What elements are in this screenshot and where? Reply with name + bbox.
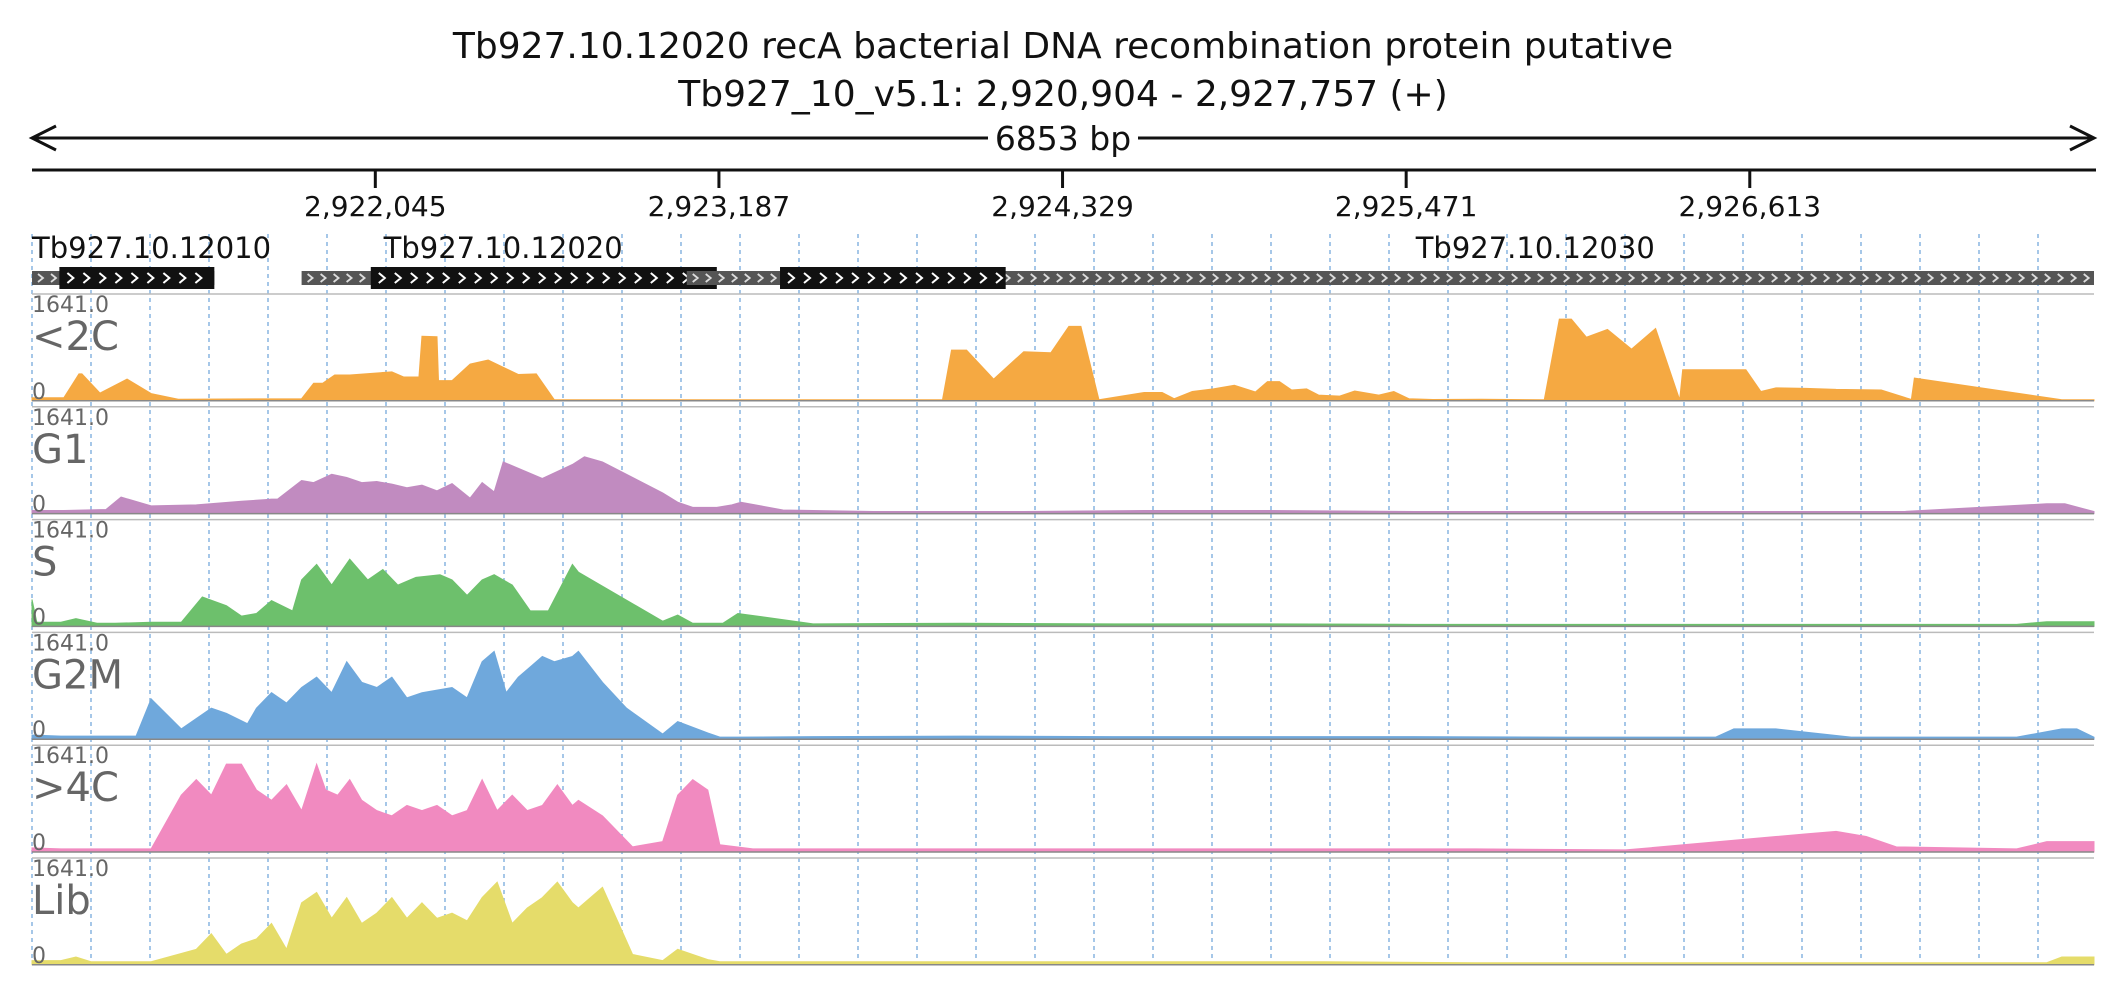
track-ymax-3: 1641.0 xyxy=(32,631,109,656)
track-ymax-2: 1641.0 xyxy=(32,519,109,544)
axis-ticks: 2,922,045 2,923,187 2,924,329 2,925,471 2,92… xyxy=(304,170,1821,223)
track-area-0 xyxy=(31,318,2095,402)
gene-label-0: Tb927.10.12010 xyxy=(31,231,271,265)
track-area-3 xyxy=(31,650,2095,740)
track-name-2: S xyxy=(32,540,57,586)
track-name-5: Lib xyxy=(32,878,91,924)
track-ymin-3: 0 xyxy=(32,718,46,743)
track-ymin-0: 0 xyxy=(32,380,46,405)
span-arrow-right xyxy=(2069,124,2098,152)
gene-cds-arrows-1 xyxy=(378,272,707,284)
track-ymax-0: 1641.0 xyxy=(32,293,109,318)
tick-label-0: 2,922,045 xyxy=(304,190,447,223)
track-ymin-2: 0 xyxy=(32,605,46,630)
track-area-1 xyxy=(31,456,2095,515)
track-name-3: G2M xyxy=(32,652,123,698)
span-label: 6853 bp xyxy=(995,119,1131,158)
track-name-1: G1 xyxy=(32,427,88,473)
track-ymax-1: 1641.0 xyxy=(32,406,109,431)
gene-body-2 xyxy=(686,271,2095,285)
track-area-5 xyxy=(31,881,2095,966)
track-ymax-5: 1641.0 xyxy=(32,857,109,882)
gene-cds-2 xyxy=(780,267,1006,289)
tick-label-1: 2,923,187 xyxy=(648,190,791,223)
track-2: 1641.0 0 S xyxy=(31,519,2095,630)
track-area-2 xyxy=(31,558,2095,627)
chart-subtitle: Tb927_10_v5.1: 2,920,904 - 2,927,757 (+) xyxy=(677,74,1448,115)
gene-track: Tb927.10.12010 Tb927.10.12020 Tb927.10.120… xyxy=(31,231,2095,289)
track-area-4 xyxy=(31,762,2095,853)
track-ymax-4: 1641.0 xyxy=(32,744,109,769)
tick-label-2: 2,924,329 xyxy=(991,190,1134,223)
track-3: 1641.0 0 G2M xyxy=(31,631,2095,743)
track-0: 1641.0 0 <2C xyxy=(31,293,2095,405)
track-5: 1641.0 0 Lib xyxy=(31,857,2095,969)
coverage-tracks: 1641.00<2C1641.00G11641.00S1641.00G2M164… xyxy=(31,293,2095,969)
span-indicator: 6853 bp xyxy=(28,119,2098,158)
track-1: 1641.0 0 G1 xyxy=(31,406,2095,518)
chart-title: Tb927.10.12020 recA bacterial DNA recomb… xyxy=(452,26,1673,67)
track-ymin-4: 0 xyxy=(32,831,46,856)
track-ymin-5: 0 xyxy=(32,944,46,969)
gene-label-1: Tb927.10.12020 xyxy=(383,231,623,265)
track-4: 1641.0 0 >4C xyxy=(31,744,2095,856)
tick-label-3: 2,925,471 xyxy=(1335,190,1478,223)
gene-label-2: Tb927.10.12030 xyxy=(1415,231,1655,265)
span-arrow-left xyxy=(28,124,57,152)
tick-label-4: 2,926,613 xyxy=(1679,190,1822,223)
gene-cds-arrows-0 xyxy=(66,272,203,284)
track-name-4: >4C xyxy=(32,765,119,811)
track-ymin-1: 0 xyxy=(32,493,46,518)
gene-cds-arrows-2 xyxy=(787,272,1004,284)
track-name-0: <2C xyxy=(32,314,119,360)
